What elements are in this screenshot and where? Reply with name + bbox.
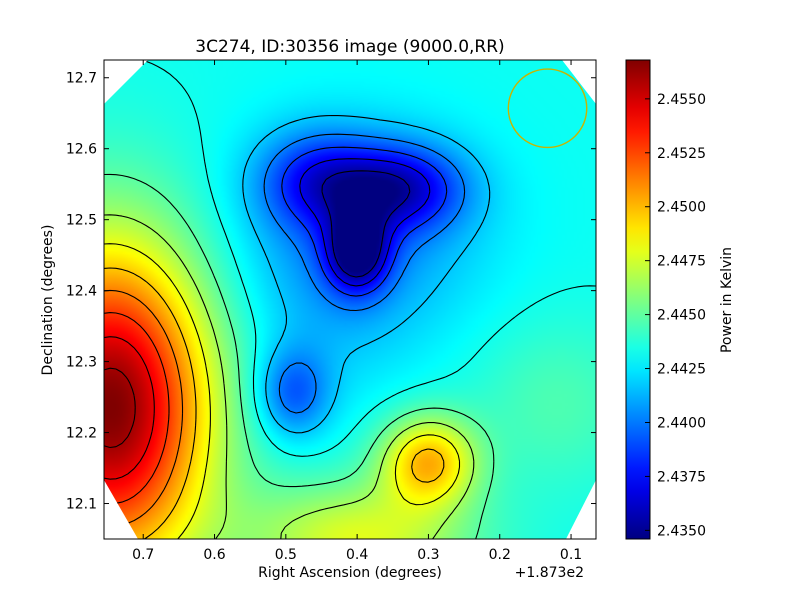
colorbar-tick-label: 2.4550: [657, 92, 706, 108]
colorbar-tick-label: 2.4450: [657, 308, 706, 324]
y-tick-label: 12.1: [66, 497, 97, 513]
contour-line: [104, 367, 136, 449]
colorbar-tick-label: 2.4475: [657, 254, 706, 270]
y-tick-label: 12.7: [66, 71, 97, 87]
contour-line: [104, 173, 495, 539]
y-axis: 12.1 12.2 12.3 12.4 12.5 12.6 12.7: [66, 71, 596, 513]
x-tick-label: 0.5: [275, 547, 297, 563]
x-offset-label: +1.873e2: [515, 565, 584, 581]
y-tick-label: 12.3: [66, 355, 97, 371]
contour-line: [104, 243, 461, 539]
y-axis-label: Declination (degrees): [40, 225, 56, 376]
y-tick-label: 12.2: [66, 426, 97, 442]
contour-line: [104, 336, 155, 480]
plot-area: [104, 60, 596, 539]
y-tick-label: 12.6: [66, 142, 97, 158]
colorbar-tick-label: 2.4425: [657, 362, 706, 378]
x-tick-label: 0.2: [489, 547, 511, 563]
colorbar-tick-label: 2.4400: [657, 415, 706, 431]
colorbar-tick-label: 2.4350: [657, 523, 706, 539]
heatmap-image: [104, 60, 596, 539]
plot-frame: [103, 59, 597, 540]
y-tick-label: 12.4: [66, 284, 97, 300]
contour-line: [321, 170, 411, 278]
colorbar-tick-label: 2.4375: [657, 469, 706, 485]
contour-line: [281, 146, 448, 297]
x-tick-label: 0.1: [560, 547, 582, 563]
contour-lines: [104, 60, 596, 539]
x-tick-label: 0.3: [417, 547, 439, 563]
colorbar-tick-label: 2.4500: [657, 200, 706, 216]
contour-line: [299, 158, 431, 287]
beam-circle: [507, 68, 588, 149]
x-tick-label: 0.7: [132, 547, 154, 563]
colorbar-frame: [625, 59, 651, 540]
x-axis: 0.7 0.6 0.5 0.4 0.3 0.2 0.1: [132, 60, 582, 563]
contour-line: [263, 133, 466, 414]
contour-line: [242, 114, 491, 434]
x-axis-label: Right Ascension (degrees): [258, 565, 442, 581]
x-tick-label: 0.6: [203, 547, 225, 563]
y-tick-label: 12.5: [66, 213, 97, 229]
x-tick-label: 0.4: [346, 547, 368, 563]
contour-line: [104, 312, 170, 505]
contour-line: [104, 214, 475, 539]
colorbar-axis: 2.4350 2.4375 2.4400 2.4425 2.4450 2.4475 2.45…: [645, 92, 706, 539]
colorbar: [626, 60, 650, 539]
contour-line: [104, 267, 445, 539]
chart-title: 3C274, ID:30356 image (9000.0,RR): [195, 37, 504, 57]
colorbar-label: Power in Kelvin: [719, 247, 735, 353]
colorbar-tick-label: 2.4525: [657, 146, 706, 162]
